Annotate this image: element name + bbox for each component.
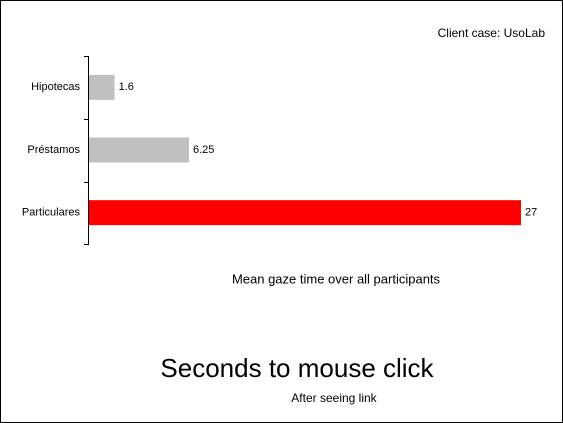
chart-title: Seconds to mouse click — [160, 353, 434, 383]
value-label: 27 — [525, 207, 537, 219]
y-axis — [84, 56, 89, 245]
value-label: 6.25 — [193, 144, 214, 156]
annotation: Client case: UsoLab — [438, 26, 546, 40]
y-tick-label: Hipotecas — [31, 81, 80, 93]
bar — [89, 137, 189, 163]
y-tick-label: Particulares — [22, 207, 81, 219]
subtitle: Mean gaze time over all participants — [232, 271, 441, 286]
y-tick-label: Préstamos — [27, 144, 80, 156]
bar — [89, 200, 521, 226]
caption: After seeing link — [291, 391, 377, 405]
bar — [89, 74, 115, 100]
value-label: 1.6 — [119, 81, 134, 93]
